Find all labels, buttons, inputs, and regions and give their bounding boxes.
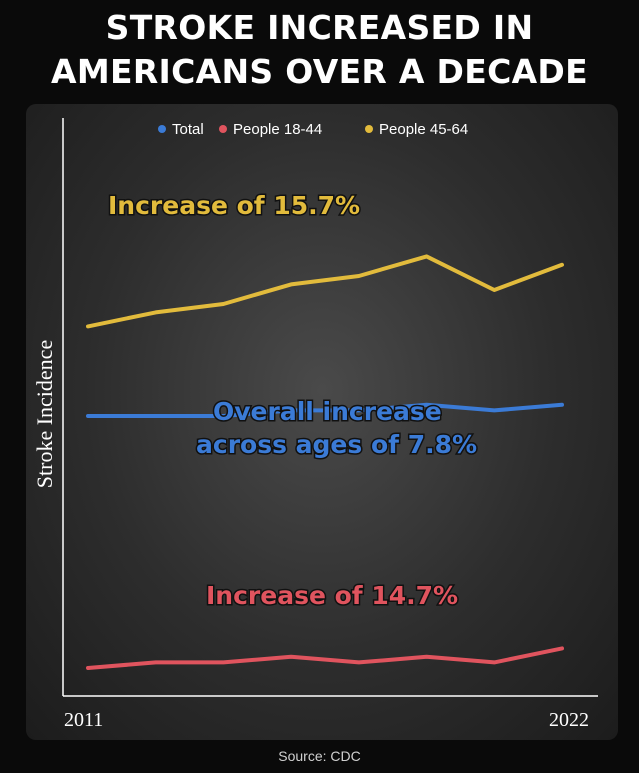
- title-line-2: AMERICANS OVER A DECADE: [51, 52, 588, 91]
- legend: Total People 18-44 People 45-64: [158, 121, 468, 138]
- legend-label-young: People 18-44: [233, 121, 322, 138]
- axes: [62, 118, 598, 697]
- line-chart: Total People 18-44 People 45-64 Increase o…: [32, 118, 598, 731]
- axis-labels: 2011 2022 Stroke Incidence: [32, 340, 589, 731]
- x-tick-label-end: 2022: [549, 709, 589, 731]
- series-line-total: [86, 402, 564, 418]
- series-line-older: [86, 254, 564, 329]
- legend-marker-young: [219, 125, 227, 133]
- chart-title: STROKE INCREASED IN AMERICANS OVER A DEC…: [0, 6, 639, 94]
- annotation-4: Increase of 14.7%: [206, 581, 458, 610]
- annotation-1: Increase of 15.7%: [108, 191, 360, 220]
- x-tick-label-start: 2011: [64, 709, 103, 731]
- chart-panel: Total People 18-44 People 45-64 Increase o…: [26, 104, 618, 740]
- annotations: Increase of 15.7% Overall increase across …: [107, 190, 479, 612]
- y-axis-label: Stroke Incidence: [32, 340, 57, 488]
- source-note: Source: CDC: [278, 748, 361, 764]
- series-lines: [86, 254, 564, 670]
- legend-marker-older: [365, 125, 373, 133]
- title-line-1: STROKE INCREASED IN: [105, 8, 534, 47]
- annotation-2: Overall increase: [213, 397, 442, 426]
- legend-label-total: Total: [172, 121, 204, 138]
- legend-label-older: People 45-64: [379, 121, 468, 138]
- legend-marker-total: [158, 125, 166, 133]
- annotation-3: across ages of 7.8%: [196, 430, 477, 459]
- series-line-young: [86, 646, 564, 670]
